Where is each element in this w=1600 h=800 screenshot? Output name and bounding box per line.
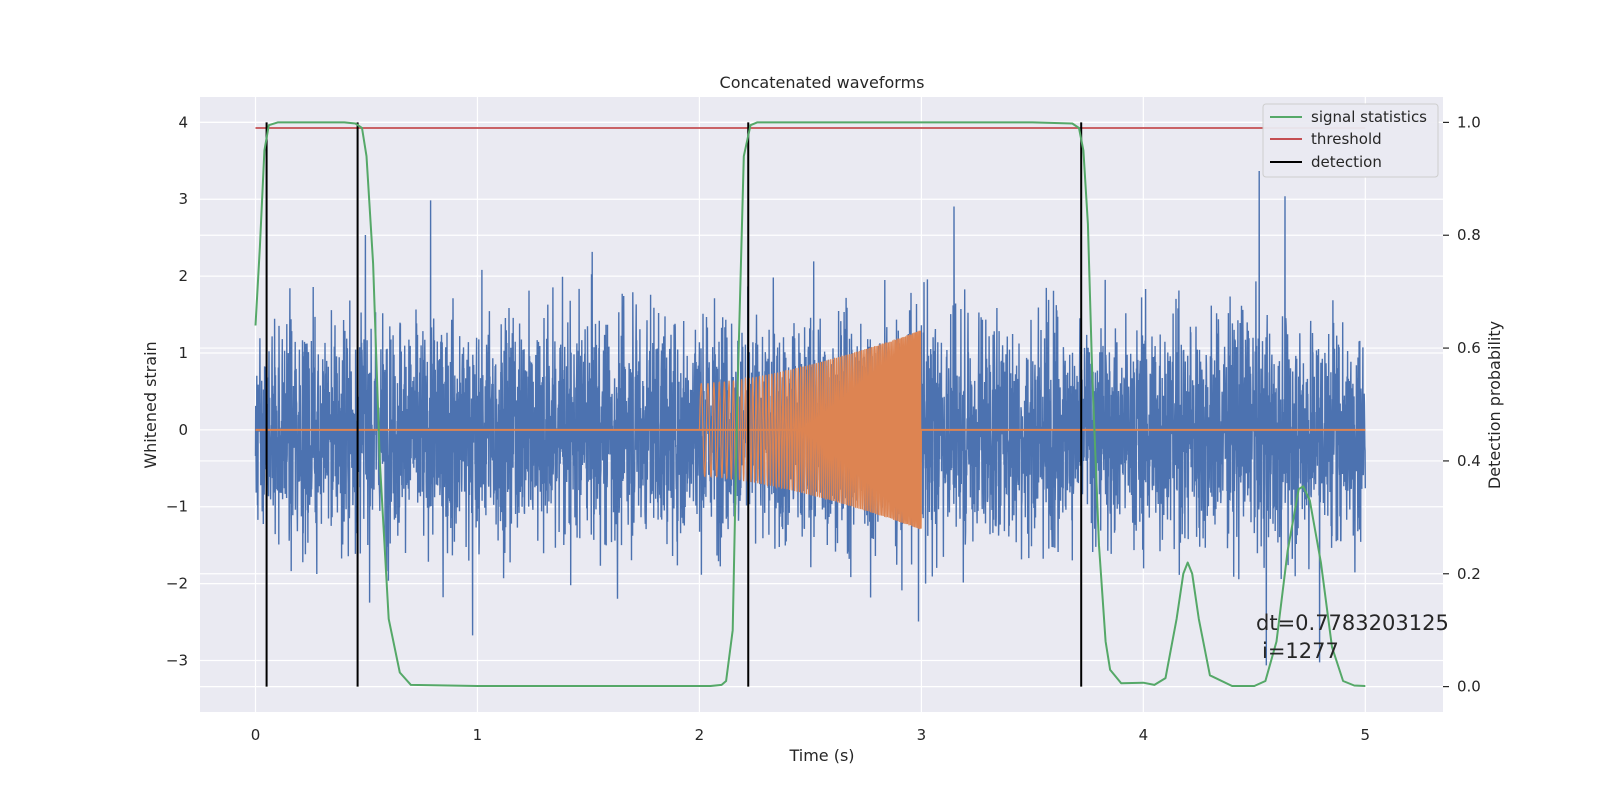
y-tick-label: −3 bbox=[166, 651, 188, 669]
x-axis-ticks: 0 1 2 3 4 5 bbox=[251, 726, 1370, 744]
x-tick-label: 1 bbox=[473, 726, 483, 744]
y2-tick-label: 1.0 bbox=[1457, 113, 1481, 131]
y-tick-label: 0 bbox=[178, 421, 188, 439]
legend-label-signal-statistics: signal statistics bbox=[1311, 108, 1427, 126]
detection-series bbox=[265, 122, 1083, 687]
y-axis-label: Whitened strain bbox=[141, 341, 160, 468]
y2-tick-label: 0.4 bbox=[1457, 452, 1481, 470]
annotation-index: i=1277 bbox=[1262, 639, 1339, 663]
y-axis-ticks: −3 −2 −1 0 1 2 3 4 bbox=[166, 113, 188, 669]
y-tick-label: 3 bbox=[178, 190, 188, 208]
y2-tick-label: 0.6 bbox=[1457, 339, 1481, 357]
signal-statistics-line bbox=[254, 121, 1366, 687]
legend: signal statistics threshold detection bbox=[1262, 103, 1439, 178]
y2-axis-label: Detection probability bbox=[1485, 321, 1504, 489]
x-tick-label: 0 bbox=[251, 726, 261, 744]
signal-statistics-series bbox=[254, 121, 1366, 687]
y2-tick-label: 0.8 bbox=[1457, 226, 1481, 244]
y-tick-label: 2 bbox=[178, 267, 188, 285]
y2-axis-ticks: 0.0 0.2 0.4 0.6 0.8 1.0 bbox=[1443, 113, 1481, 696]
legend-label-detection: detection bbox=[1311, 153, 1382, 171]
chart-title: Concatenated waveforms bbox=[720, 73, 925, 92]
y-tick-label: −1 bbox=[166, 498, 188, 516]
x-tick-label: 3 bbox=[917, 726, 927, 744]
annotation-dt: dt=0.7783203125 bbox=[1256, 611, 1449, 635]
y2-tick-label: 0.0 bbox=[1457, 678, 1481, 696]
x-tick-label: 2 bbox=[695, 726, 705, 744]
y-tick-label: 1 bbox=[178, 344, 188, 362]
y-tick-label: −2 bbox=[166, 575, 188, 593]
x-tick-label: 5 bbox=[1361, 726, 1371, 744]
legend-label-threshold: threshold bbox=[1311, 130, 1382, 148]
x-axis-label: Time (s) bbox=[788, 746, 854, 765]
y2-tick-label: 0.2 bbox=[1457, 565, 1481, 583]
legend-box bbox=[1262, 103, 1439, 178]
x-tick-label: 4 bbox=[1139, 726, 1149, 744]
y-tick-label: 4 bbox=[178, 113, 188, 131]
